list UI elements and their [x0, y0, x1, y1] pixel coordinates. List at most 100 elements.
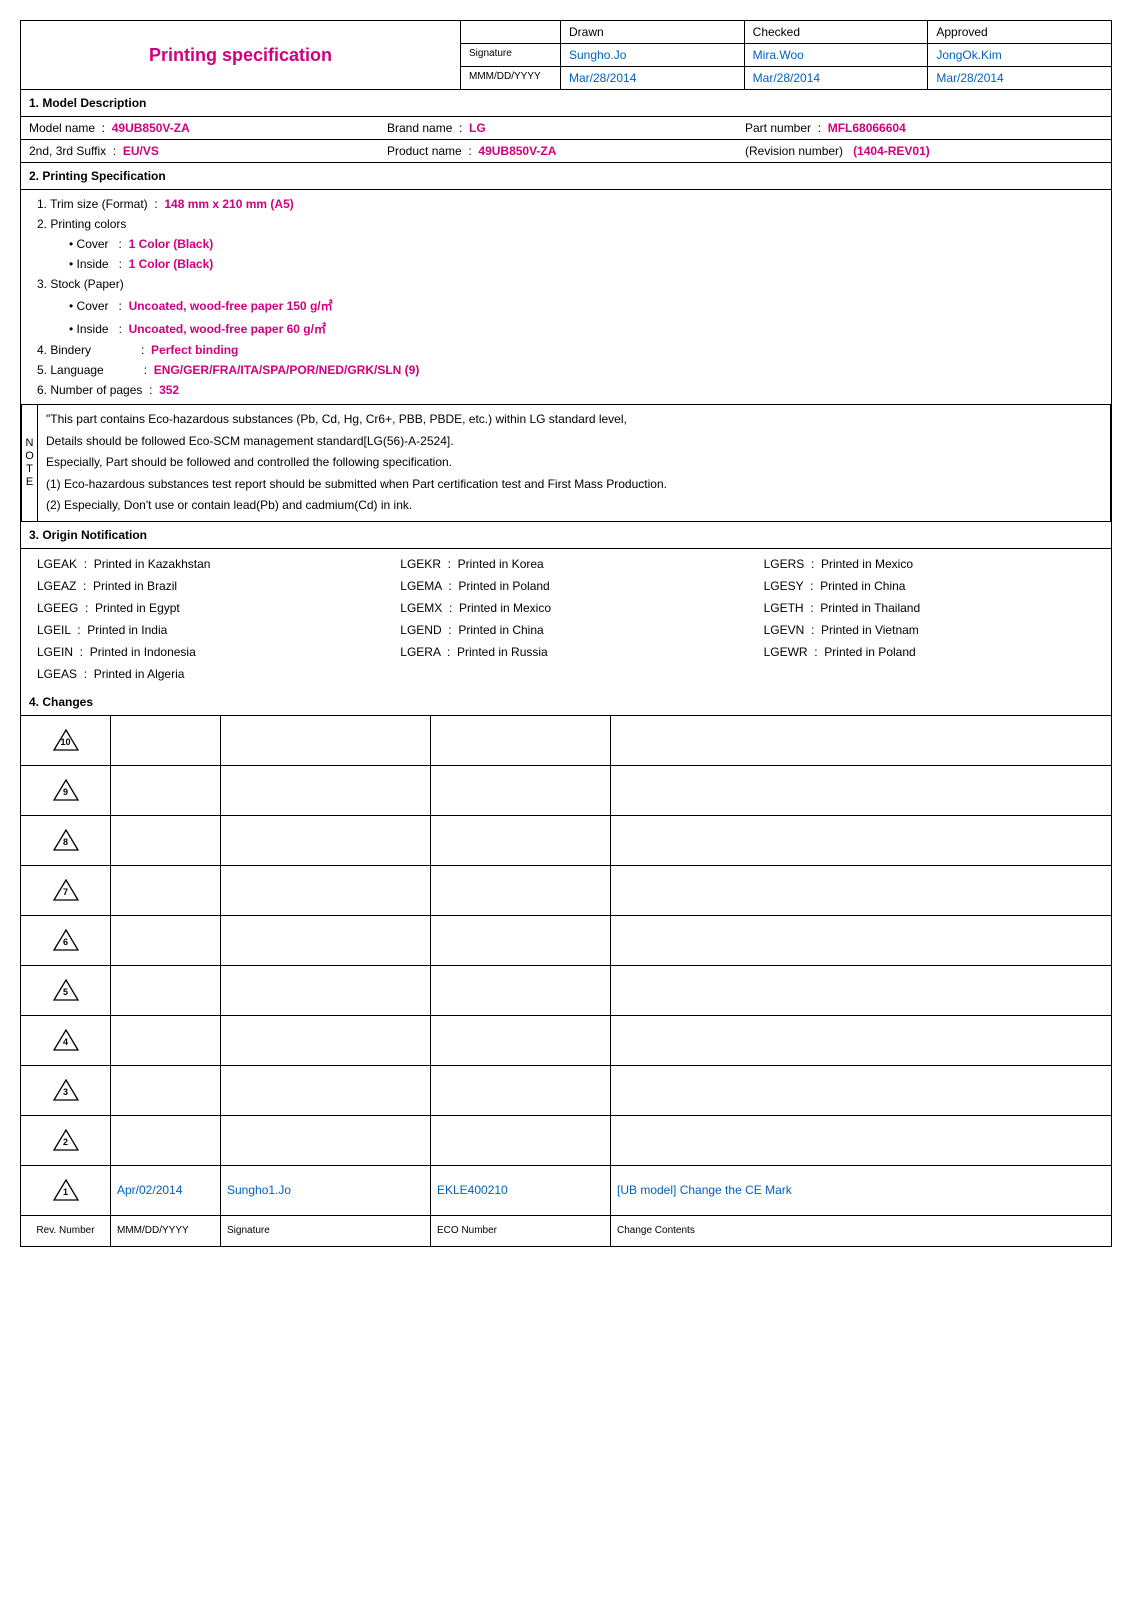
- origin-item: LGEEG : Printed in Egypt: [21, 597, 384, 619]
- col-rev: Rev. Number: [21, 1216, 111, 1246]
- product-name: 49UB850V-ZA: [478, 144, 556, 158]
- drawn-label: Drawn: [561, 21, 745, 43]
- stock-label: 3. Stock (Paper): [21, 274, 1111, 294]
- brand-name: LG: [469, 121, 486, 135]
- origin-text: Printed in Mexico: [459, 601, 551, 615]
- origin-item: LGEAZ : Printed in Brazil: [21, 575, 384, 597]
- origin-text: Printed in Poland: [458, 579, 549, 593]
- trim-label: 1. Trim size (Format): [37, 197, 148, 211]
- note-line-3: Especially, Part should be followed and …: [46, 452, 1102, 474]
- section2-head: 2. Printing Specification: [21, 163, 1111, 190]
- change-row: 6: [21, 916, 1111, 966]
- origin-code: LGEKR: [400, 557, 441, 571]
- origin-grid: LGEAK : Printed in KazakhstanLGEKR : Pri…: [21, 548, 1111, 689]
- origin-item: LGEIL : Printed in India: [21, 619, 384, 641]
- colors-label: 2. Printing colors: [21, 214, 1111, 234]
- origin-text: Printed in Mexico: [821, 557, 913, 571]
- pages-value: 352: [159, 383, 179, 397]
- title-block: Printing specification Drawn Checked App…: [21, 21, 1111, 89]
- date-label: MMM/DD/YYYY: [461, 67, 561, 89]
- origin-code: LGETH: [764, 601, 804, 615]
- origin-code: LGEMA: [400, 579, 441, 593]
- origin-item: LGETH : Printed in Thailand: [748, 597, 1111, 619]
- origin-item: LGEAK : Printed in Kazakhstan: [21, 553, 384, 575]
- section3-head: 3. Origin Notification: [21, 522, 1111, 548]
- signature-label: Signature: [461, 44, 561, 66]
- section1-head: 1. Model Description: [21, 89, 1111, 117]
- spec-sheet: Printing specification Drawn Checked App…: [20, 20, 1112, 1247]
- origin-text: Printed in Kazakhstan: [94, 557, 211, 571]
- revision-triangle-icon: 9: [53, 779, 79, 801]
- drawn-date: Mar/28/2014: [561, 67, 745, 89]
- revision-triangle-icon: 10: [53, 729, 79, 751]
- approved-date: Mar/28/2014: [928, 67, 1111, 89]
- col-date: MMM/DD/YYYY: [111, 1216, 221, 1246]
- col-eco: ECO Number: [431, 1216, 611, 1246]
- origin-item: LGEKR : Printed in Korea: [384, 553, 747, 575]
- change-date: Apr/02/2014: [111, 1166, 221, 1215]
- origin-item: LGEIN : Printed in Indonesia: [21, 641, 384, 663]
- origin-code: LGERA: [400, 645, 440, 659]
- origin-item: LGEVN : Printed in Vietnam: [748, 619, 1111, 641]
- note-line-5: (2) Especially, Don't use or contain lea…: [46, 495, 1102, 517]
- pages-label: 6. Number of pages: [37, 383, 142, 397]
- note-side-label: NOTE: [22, 405, 38, 521]
- origin-code: LGEIL: [37, 623, 71, 637]
- origin-text: Printed in Vietnam: [821, 623, 919, 637]
- origin-code: LGEWR: [764, 645, 808, 659]
- origin-text: Printed in India: [87, 623, 167, 637]
- part-number: MFL68066604: [828, 121, 906, 135]
- language-label: 5. Language: [37, 363, 104, 377]
- col-contents: Change Contents: [611, 1216, 1111, 1246]
- note-line-1: "This part contains Eco-hazardous substa…: [46, 409, 1102, 431]
- change-eco: EKLE400210: [431, 1166, 611, 1215]
- document-title: Printing specification: [21, 21, 461, 89]
- brand-label: Brand name: [387, 121, 452, 135]
- language-value: ENG/GER/FRA/ITA/SPA/POR/NED/GRK/SLN (9): [154, 363, 420, 377]
- change-row-1: 1Apr/02/2014Sungho1.JoEKLE400210[UB mode…: [21, 1166, 1111, 1216]
- origin-code: LGEAZ: [37, 579, 76, 593]
- origin-text: Printed in Korea: [458, 557, 544, 571]
- change-row: 5: [21, 966, 1111, 1016]
- origin-text: Printed in Algeria: [94, 667, 185, 681]
- origin-code: LGEIN: [37, 645, 73, 659]
- cover-color: 1 Color (Black): [129, 237, 214, 251]
- col-sig: Signature: [221, 1216, 431, 1246]
- revision-number: (1404-REV01): [853, 144, 930, 158]
- origin-code: LGEMX: [400, 601, 442, 615]
- origin-item: LGESY : Printed in China: [748, 575, 1111, 597]
- origin-code: LGEVN: [764, 623, 805, 637]
- origin-code: LGERS: [764, 557, 805, 571]
- part-label: Part number: [745, 121, 811, 135]
- change-row: 3: [21, 1066, 1111, 1116]
- inside-paper-label: • Inside: [69, 322, 109, 336]
- origin-item: LGEAS : Printed in Algeria: [21, 663, 384, 685]
- origin-text: Printed in Russia: [457, 645, 548, 659]
- checked-label: Checked: [745, 21, 929, 43]
- inside-label: • Inside: [69, 257, 109, 271]
- origin-item: LGEND : Printed in China: [384, 619, 747, 641]
- change-signature: Sungho1.Jo: [221, 1166, 431, 1215]
- model-row: Model name : 49UB850V-ZA Brand name : LG…: [21, 117, 1111, 140]
- revision-triangle-icon: 2: [53, 1129, 79, 1151]
- bindery-label: 4. Bindery: [37, 343, 91, 357]
- change-row: 10: [21, 716, 1111, 766]
- revision-triangle-icon: 7: [53, 879, 79, 901]
- inside-color: 1 Color (Black): [129, 257, 214, 271]
- origin-code: LGEAK: [37, 557, 77, 571]
- cover-paper-label: • Cover: [69, 299, 109, 313]
- suffix-label: 2nd, 3rd Suffix: [29, 144, 106, 158]
- product-label: Product name: [387, 144, 462, 158]
- change-row: 4: [21, 1016, 1111, 1066]
- approved-name: JongOk.Kim: [928, 44, 1111, 66]
- revision-triangle-icon: 3: [53, 1079, 79, 1101]
- note-box: NOTE "This part contains Eco-hazardous s…: [21, 404, 1111, 522]
- change-row: 2: [21, 1116, 1111, 1166]
- drawn-name: Sungho.Jo: [561, 44, 745, 66]
- note-line-2: Details should be followed Eco-SCM manag…: [46, 431, 1102, 453]
- origin-item: LGEWR : Printed in Poland: [748, 641, 1111, 663]
- change-row: 7: [21, 866, 1111, 916]
- approved-label: Approved: [928, 21, 1111, 43]
- revision-triangle-icon: 4: [53, 1029, 79, 1051]
- origin-item: LGEMX : Printed in Mexico: [384, 597, 747, 619]
